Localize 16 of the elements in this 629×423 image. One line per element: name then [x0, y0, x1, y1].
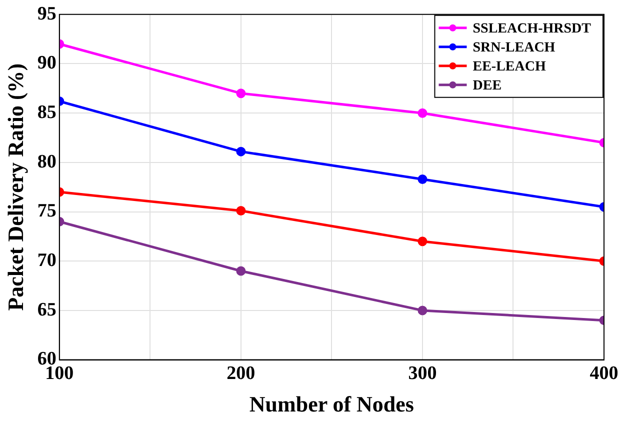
- legend-label: EE-LEACH: [472, 60, 546, 75]
- y-tick-label: 95: [37, 3, 56, 24]
- x-tick-label: 200: [226, 363, 256, 384]
- x-tick-label: 300: [408, 363, 437, 384]
- y-tick-label: 85: [37, 102, 56, 123]
- y-tick-label: 80: [37, 151, 56, 172]
- y-tick-label: 70: [37, 250, 56, 272]
- legend-label: SRN-LEACH: [472, 40, 556, 56]
- x-tick-label: 400: [590, 363, 618, 384]
- x-axis-title: Number of Nodes: [249, 391, 414, 416]
- y-tick-label: 65: [37, 299, 56, 320]
- legend-label: SSLEACH-HRSDT: [472, 22, 592, 37]
- y-tick-label: 75: [37, 200, 56, 222]
- y-tick-label: 90: [37, 52, 56, 74]
- y-axis-title: Packet Delivery Ratio (%): [2, 63, 28, 311]
- legend-label: DEE: [472, 78, 502, 94]
